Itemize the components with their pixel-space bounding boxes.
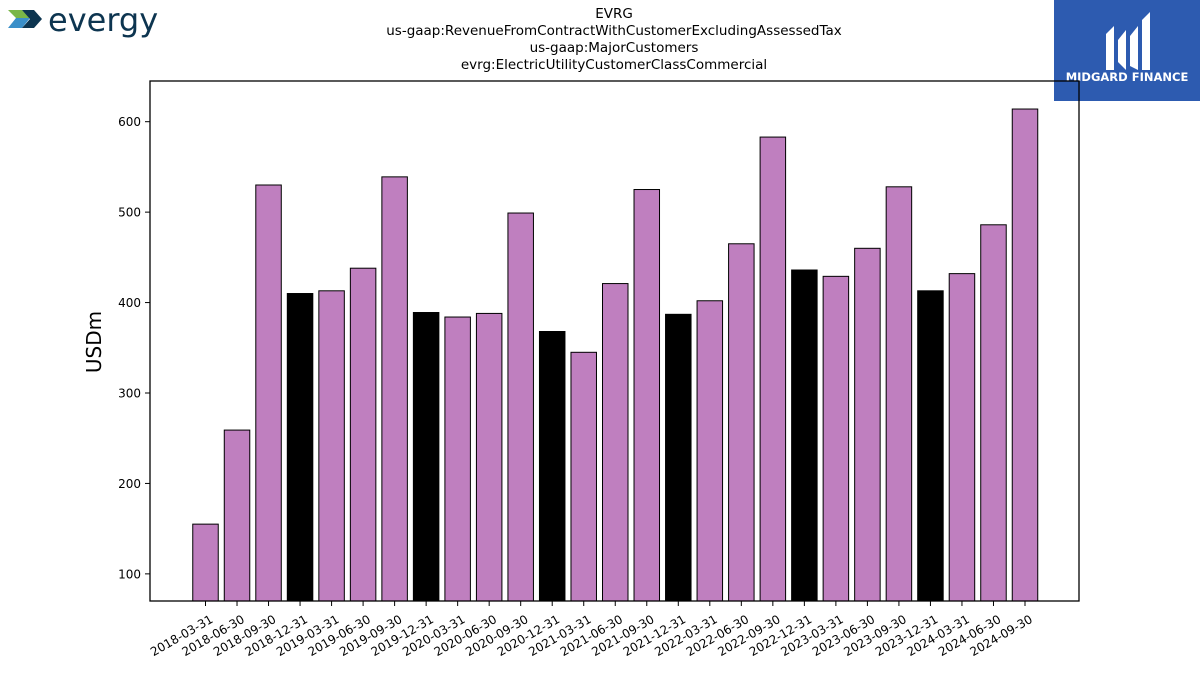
chart-title-line: us-gaap:RevenueFromContractWithCustomerE… [386, 23, 842, 39]
bar-2021-06-30 [602, 283, 629, 602]
bar-2022-03-31 [696, 300, 724, 602]
bar-2024-03-31 [948, 273, 976, 602]
bar-2020-09-30 [507, 212, 534, 602]
y-tick-label: 500 [118, 206, 141, 220]
bar-2024-06-30 [980, 224, 1007, 602]
midgard-emblem-icon [1106, 12, 1150, 70]
bar-2019-03-31 [318, 290, 345, 602]
y-tick-label: 100 [118, 567, 141, 581]
chart-title-line: EVRG [595, 6, 633, 22]
plot-frame [149, 80, 1080, 602]
bar-2020-03-31 [444, 316, 471, 602]
bar-2023-03-31 [822, 275, 850, 602]
bar-2023-09-30 [885, 186, 913, 602]
evergy-chevron-green-icon [8, 10, 30, 18]
bar-2023-12-31 [917, 290, 944, 602]
bar-2019-12-31 [412, 312, 440, 602]
bar-2022-06-30 [728, 243, 755, 602]
y-axis-label: USDm [82, 311, 106, 373]
chart-title-line: us-gaap:MajorCustomers [529, 40, 699, 56]
bar-2018-06-30 [223, 429, 251, 602]
evergy-chevron-blue-icon [8, 18, 30, 28]
bar-2021-03-31 [570, 351, 597, 602]
bars-group [192, 108, 1039, 602]
bar-2018-09-30 [255, 184, 282, 602]
bar-2021-09-30 [633, 189, 661, 602]
y-tick-label: 200 [118, 477, 141, 491]
bar-2020-12-31 [538, 331, 566, 602]
midgard-finance-logo: MIDGARD FINANCE [1054, 0, 1200, 101]
bar-2022-12-31 [791, 269, 818, 602]
y-axis: 100 200 300 400 500 600 [118, 115, 150, 581]
y-tick-label: 300 [118, 387, 141, 401]
x-axis: 2018-03-312018-06-302018-09-302018-12-31… [148, 601, 1035, 659]
bar-2018-03-31 [192, 523, 219, 602]
bar-2018-12-31 [286, 293, 314, 602]
bar-2019-09-30 [381, 176, 408, 602]
y-tick-label: 600 [118, 115, 141, 129]
bar-2021-12-31 [665, 313, 692, 602]
bar-2022-09-30 [759, 136, 787, 602]
chart-title: EVRG us-gaap:RevenueFromContractWithCust… [364, 6, 864, 74]
y-tick-label: 400 [118, 296, 141, 310]
bar-2024-09-30 [1011, 108, 1039, 602]
evergy-logo: evergy [6, 4, 186, 44]
bar-2019-06-30 [349, 267, 377, 602]
bar-2023-06-30 [854, 247, 881, 602]
chart-title-line: evrg:ElectricUtilityCustomerClassCommerc… [460, 57, 768, 73]
evergy-wordmark: evergy [48, 4, 158, 39]
bar-2020-06-30 [475, 312, 503, 602]
midgard-wordmark: MIDGARD FINANCE [1066, 70, 1189, 84]
